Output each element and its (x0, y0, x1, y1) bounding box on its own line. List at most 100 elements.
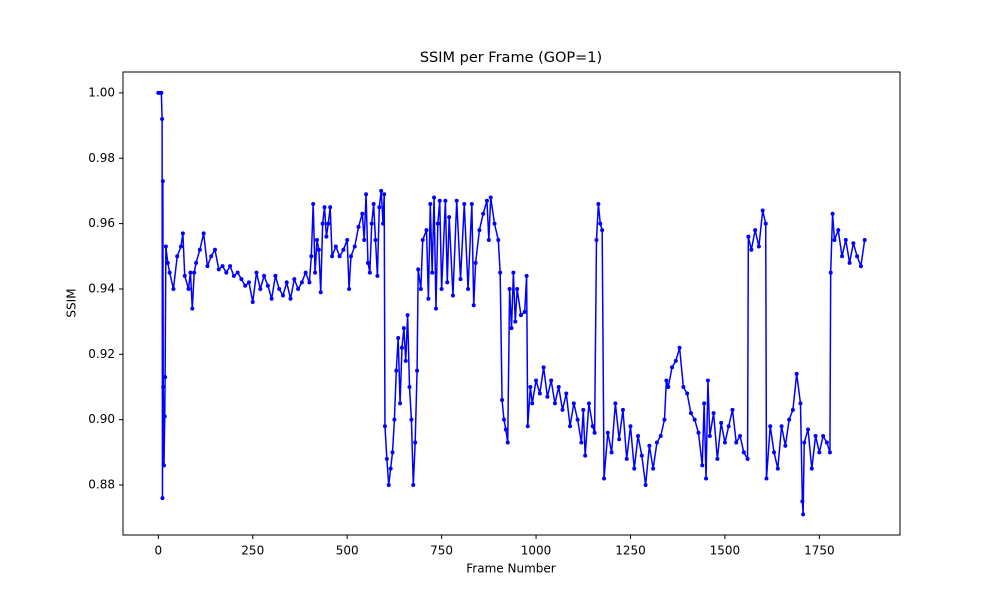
data-point (415, 368, 420, 373)
data-point (719, 420, 724, 425)
data-point (534, 378, 539, 383)
data-point (484, 198, 489, 203)
data-point (501, 417, 506, 422)
y-tick-label: 0.98 (88, 151, 115, 165)
x-tick-label: 1000 (521, 544, 552, 558)
data-point (356, 224, 361, 229)
y-tick-label: 0.94 (88, 281, 115, 295)
data-point (347, 286, 352, 291)
data-point (165, 260, 170, 265)
data-point (677, 345, 682, 350)
data-point (571, 401, 576, 406)
data-point (862, 237, 867, 242)
data-point (692, 417, 697, 422)
data-point (318, 290, 323, 295)
data-point (284, 280, 289, 285)
data-point (530, 401, 535, 406)
data-point (265, 283, 270, 288)
data-point (186, 286, 191, 291)
data-point (722, 440, 727, 445)
data-point (398, 401, 403, 406)
data-point (745, 456, 750, 461)
data-point (525, 424, 530, 429)
data-point (345, 237, 350, 242)
data-point (201, 231, 206, 236)
data-point (586, 401, 591, 406)
data-point (590, 424, 595, 429)
data-point (794, 371, 799, 376)
data-point (243, 283, 248, 288)
data-point (705, 378, 710, 383)
data-point (303, 270, 308, 275)
data-point (858, 264, 863, 269)
data-point (273, 273, 278, 278)
data-point (373, 237, 378, 242)
data-point (827, 450, 832, 455)
data-point (188, 270, 193, 275)
data-point (454, 198, 459, 203)
data-point (734, 440, 739, 445)
data-point (175, 254, 180, 259)
data-point (541, 365, 546, 370)
data-point (843, 237, 848, 242)
data-point (258, 286, 263, 291)
data-point (432, 195, 437, 200)
data-point (254, 270, 259, 275)
data-point (775, 466, 780, 471)
data-point (840, 254, 845, 259)
data-point (620, 407, 625, 412)
data-point (598, 221, 603, 226)
data-point (681, 384, 686, 389)
data-point (392, 417, 397, 422)
data-point (639, 453, 644, 458)
data-point (299, 280, 304, 285)
data-point (513, 319, 518, 324)
data-point (235, 270, 240, 275)
data-point (348, 254, 353, 259)
data-point (624, 456, 629, 461)
data-point (443, 198, 448, 203)
data-point (594, 237, 599, 242)
data-point (509, 326, 514, 331)
data-point (496, 237, 501, 242)
data-point (212, 247, 217, 252)
data-point (702, 401, 707, 406)
y-tick-label: 0.90 (88, 412, 115, 426)
data-point (643, 483, 648, 488)
y-tick-label: 0.96 (88, 216, 115, 230)
data-point (228, 264, 233, 269)
data-point (471, 303, 476, 308)
data-point (486, 237, 491, 242)
data-point (324, 234, 329, 239)
data-point (428, 202, 433, 207)
data-point (411, 483, 416, 488)
data-point (360, 211, 365, 216)
data-point (579, 440, 584, 445)
x-tick-label: 750 (430, 544, 453, 558)
x-tick-label: 250 (241, 544, 264, 558)
data-point (280, 293, 285, 298)
data-point (756, 244, 761, 249)
plot-area (156, 90, 867, 517)
data-point (445, 280, 450, 285)
data-point (220, 264, 225, 269)
data-point (320, 221, 325, 226)
data-point (239, 277, 244, 282)
data-point (309, 254, 314, 259)
data-point (413, 440, 418, 445)
data-point (711, 411, 716, 416)
data-point (568, 424, 573, 429)
y-tick-label: 0.88 (88, 478, 115, 492)
y-axis-label: SSIM (65, 288, 79, 317)
data-point (809, 466, 814, 471)
x-tick-label: 1750 (804, 544, 835, 558)
data-point (828, 270, 833, 275)
data-point (763, 221, 768, 226)
x-tick-label: 1250 (615, 544, 646, 558)
data-point (726, 424, 731, 429)
data-point (262, 273, 267, 278)
data-point (409, 417, 414, 422)
data-point (507, 286, 512, 291)
data-point (160, 117, 165, 122)
